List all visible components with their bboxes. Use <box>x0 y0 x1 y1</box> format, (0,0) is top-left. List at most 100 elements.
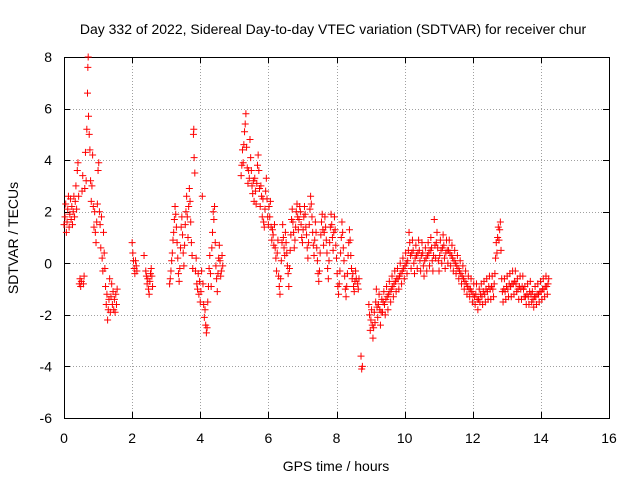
data-point <box>242 110 250 118</box>
data-point <box>384 306 392 314</box>
data-point <box>84 89 92 97</box>
data-point <box>64 205 72 213</box>
data-point <box>337 234 345 241</box>
data-point <box>176 264 184 272</box>
data-point <box>188 252 196 260</box>
data-point <box>281 228 289 236</box>
data-point <box>207 282 215 290</box>
data-point <box>403 270 411 278</box>
data-point <box>98 254 106 262</box>
data-point <box>95 159 103 167</box>
data-point <box>168 249 176 257</box>
data-point <box>202 329 210 337</box>
data-point <box>313 257 321 265</box>
data-point <box>87 177 95 185</box>
data-point <box>544 280 552 288</box>
data-point <box>97 213 105 221</box>
data-point <box>269 231 277 239</box>
y-tick-label: 2 <box>44 204 52 220</box>
data-point <box>496 218 504 226</box>
data-point <box>206 252 214 260</box>
data-point <box>262 187 270 195</box>
data-point <box>170 215 178 223</box>
data-point <box>400 275 408 283</box>
data-point <box>63 218 71 226</box>
data-point <box>206 270 214 278</box>
data-point <box>298 234 306 241</box>
data-point <box>376 321 384 329</box>
y-tick-label: 6 <box>44 101 52 117</box>
data-point <box>336 267 344 275</box>
data-point <box>346 236 354 244</box>
data-point <box>440 241 448 249</box>
data-point <box>312 228 320 236</box>
data-point <box>383 282 391 290</box>
data-point <box>192 254 200 262</box>
data-point <box>241 120 249 128</box>
data-point <box>180 262 188 270</box>
data-point <box>145 290 153 298</box>
data-point <box>190 125 198 133</box>
data-point <box>256 203 264 211</box>
data-point <box>316 249 324 257</box>
data-point <box>243 143 251 151</box>
data-point <box>186 197 194 205</box>
data-point <box>438 259 446 267</box>
data-point <box>251 174 259 182</box>
data-point <box>187 239 195 247</box>
data-point <box>340 257 348 265</box>
data-point <box>79 172 87 180</box>
x-axis-label: GPS time / hours <box>283 458 390 474</box>
data-point <box>73 205 81 213</box>
data-point <box>495 236 503 244</box>
data-point <box>213 275 221 283</box>
data-point <box>204 298 212 306</box>
data-point <box>290 228 298 236</box>
y-tick-label: 0 <box>44 255 52 271</box>
data-point <box>307 192 315 200</box>
data-point <box>273 267 281 275</box>
data-point <box>511 267 519 275</box>
data-point <box>328 221 336 229</box>
data-point <box>95 208 103 216</box>
data-point <box>84 63 92 71</box>
grid <box>64 57 609 418</box>
data-point <box>211 203 219 211</box>
data-point <box>436 236 444 244</box>
data-point <box>271 244 279 252</box>
data-point <box>418 239 426 247</box>
data-point <box>253 179 261 187</box>
data-point <box>492 254 500 262</box>
y-tick-label: -2 <box>40 307 53 323</box>
data-point <box>244 179 252 187</box>
data-point <box>526 277 534 285</box>
data-point <box>453 252 461 260</box>
data-point <box>74 159 82 167</box>
data-point <box>328 234 336 241</box>
data-point <box>381 301 389 309</box>
data-point <box>528 288 536 296</box>
data-point <box>268 226 276 234</box>
data-point <box>433 228 441 236</box>
data-point <box>96 221 104 229</box>
data-point <box>219 262 227 270</box>
data-point <box>409 246 417 254</box>
data-point <box>97 244 105 252</box>
data-point <box>266 197 274 205</box>
data-point <box>71 197 79 205</box>
data-point <box>268 236 276 244</box>
data-point <box>388 272 396 280</box>
data-point <box>462 267 470 275</box>
data-point <box>305 239 313 247</box>
data-point <box>108 280 116 288</box>
data-point <box>354 280 362 288</box>
data-point <box>79 280 87 288</box>
data-point <box>489 285 497 293</box>
x-tick-label: 14 <box>533 430 549 446</box>
data-point <box>320 241 328 249</box>
data-point <box>324 275 332 283</box>
x-tick-label: 4 <box>196 430 204 446</box>
data-point <box>467 275 475 283</box>
x-tick-label: 0 <box>60 430 68 446</box>
